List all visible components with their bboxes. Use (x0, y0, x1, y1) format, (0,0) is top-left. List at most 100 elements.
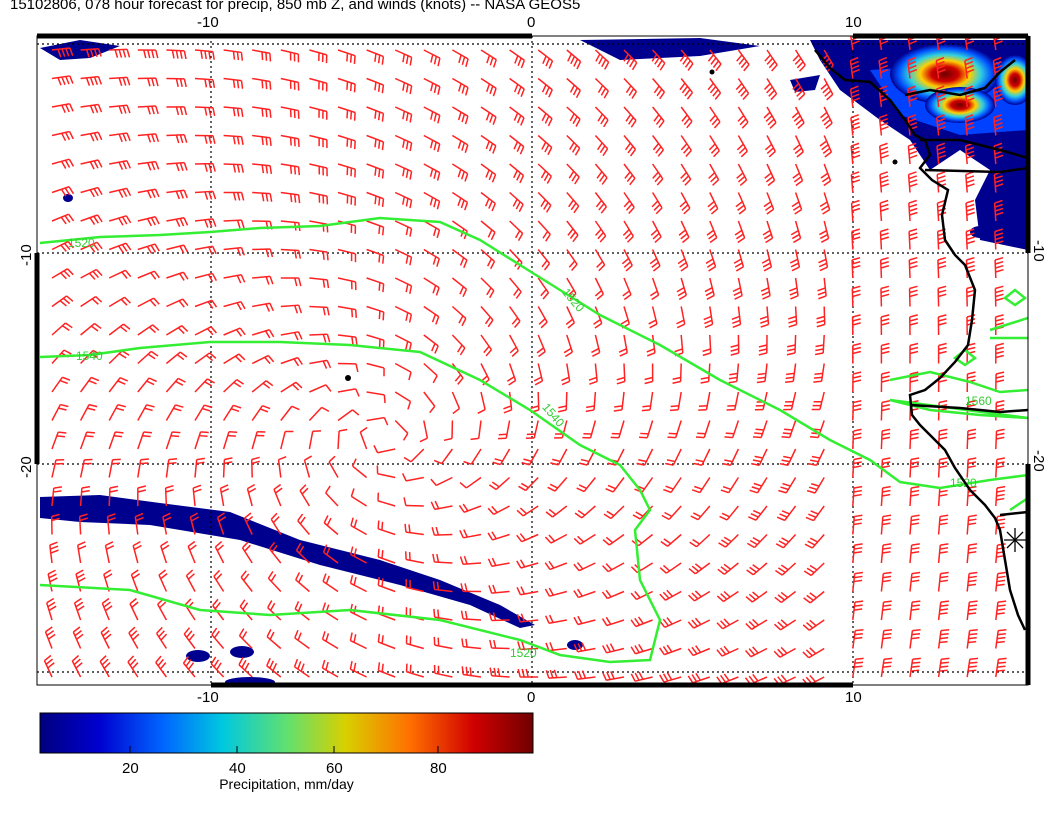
wind-barb-flag (851, 146, 860, 151)
wind-barb-flag (515, 291, 522, 299)
wind-barb-flag (852, 285, 861, 290)
wind-barb-flag (151, 106, 155, 115)
wind-barb (966, 487, 970, 507)
wind-barb (294, 637, 310, 650)
wind-barb (480, 363, 490, 380)
wind-barb-flag (651, 294, 659, 301)
wind-barb-flag (850, 60, 859, 66)
wind-barb-flag (740, 89, 747, 97)
wind-barb-flag (352, 409, 360, 416)
wind-barb-flag (704, 323, 713, 329)
wind-barb-flag (571, 144, 578, 153)
wind-barb (240, 576, 253, 592)
wind-barb-flag (118, 77, 123, 86)
wind-barb-flag (908, 142, 917, 147)
wind-barb (137, 188, 156, 194)
wind-barb-flag (993, 142, 1003, 147)
wind-barb-flag (461, 638, 464, 647)
wind-barb-flag (660, 540, 669, 547)
wind-barb-flag (706, 229, 715, 236)
wind-barb (537, 49, 553, 62)
wind-barb-flag (45, 626, 53, 633)
wind-barb-flag (208, 163, 212, 172)
wind-barb-flag (591, 347, 600, 354)
wind-barb-flag (152, 324, 160, 331)
wind-barb-flag (968, 608, 977, 611)
wind-barb-flag (155, 133, 160, 142)
wind-barb-flag (238, 657, 244, 666)
wind-barb-flag (326, 546, 331, 555)
wind-barb-flag (93, 48, 98, 58)
wind-barb-flag (746, 542, 755, 549)
wind-barb (907, 89, 911, 108)
wind-barb-flag (81, 485, 91, 489)
wind-barb-flag (464, 115, 469, 125)
wind-barb-flag (822, 86, 830, 94)
wind-barb (194, 431, 202, 450)
wind-barb-flag (910, 489, 920, 493)
wind-barb-flag (146, 380, 155, 386)
wind-barb-flag (882, 575, 892, 579)
wind-barb-flag (161, 544, 170, 551)
wind-barb-flag (853, 465, 862, 469)
wind-barb-flag (603, 90, 610, 99)
wind-barb-flag (200, 50, 203, 59)
wind-barb-flag (936, 118, 946, 123)
wind-barb-flag (775, 569, 783, 576)
wind-barb-flag (629, 59, 635, 68)
wind-barb (561, 420, 568, 439)
contour-label: 1520 (68, 236, 95, 250)
wind-barb-flag (709, 86, 717, 94)
wind-barb-flag (132, 573, 141, 580)
wind-barb-flag (852, 314, 861, 318)
wind-barb-flag (569, 293, 577, 300)
wind-barb (405, 558, 424, 564)
wind-barb-flag (795, 118, 803, 126)
wind-barb-flag (506, 376, 515, 382)
wind-barb-flag (548, 89, 553, 98)
wind-barb (520, 590, 539, 596)
wind-barb (214, 546, 225, 564)
wind-barb (651, 334, 656, 353)
wind-barb (709, 163, 720, 181)
wind-barb-flag (821, 115, 830, 122)
wind-barb-flag (139, 462, 149, 465)
wind-barb-flag (175, 50, 179, 59)
wind-barb-flag (350, 111, 353, 120)
wind-barb (937, 459, 941, 478)
wind-barb-flag (724, 436, 733, 439)
wind-barb-flag (131, 569, 139, 576)
wind-barb (308, 406, 323, 422)
wind-barb (130, 574, 139, 592)
wind-barb (784, 505, 797, 521)
wind-barb-flag (853, 432, 862, 436)
wind-barb-flag (153, 297, 160, 305)
wind-barb (725, 533, 739, 548)
wind-barb-flag (936, 29, 944, 32)
wind-barb-flag (75, 569, 84, 575)
wind-barb (108, 215, 127, 222)
wind-barb-flag (508, 379, 516, 386)
wind-barb-flag (688, 594, 695, 602)
wind-barb-flag (322, 360, 328, 369)
wind-barb-flag (907, 60, 917, 66)
wind-barb (238, 635, 253, 650)
wind-barb-flag (212, 79, 216, 88)
wind-barb-flag (909, 318, 919, 322)
wind-barb (680, 334, 684, 353)
wind-barb-flag (238, 353, 246, 361)
wind-barb-flag (461, 142, 466, 151)
wind-barb-flag (808, 486, 818, 491)
wind-barb-flag (104, 605, 113, 612)
wind-barb-flag (679, 82, 686, 91)
wind-barb-flag (679, 200, 687, 208)
wind-barb-flag (689, 541, 698, 548)
wind-barb (663, 676, 682, 683)
wind-barb (909, 659, 914, 678)
wind-barb-flag (328, 455, 336, 463)
wind-barb-flag (909, 207, 918, 212)
wind-barb (166, 49, 185, 52)
wind-barb-flag (765, 115, 773, 122)
wind-barb-flag (204, 50, 207, 60)
